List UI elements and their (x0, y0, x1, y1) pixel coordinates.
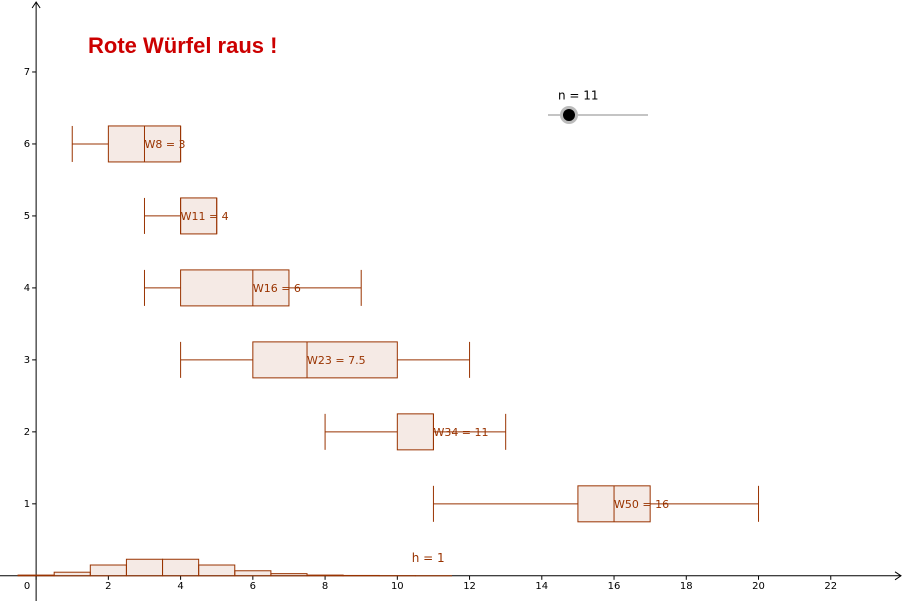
slider[interactable]: n = 11 (548, 89, 648, 125)
box (396, 413, 434, 451)
box-label: W34 = 11 (433, 426, 488, 439)
histogram-bar (234, 570, 272, 577)
y-tick-label: 6 (24, 139, 30, 150)
histogram-bar (306, 574, 344, 577)
box (180, 197, 218, 235)
y-tick-label: 3 (24, 355, 30, 366)
slider-knob[interactable] (563, 109, 575, 121)
y-tick-label: 2 (24, 427, 30, 438)
histogram-bar (125, 558, 164, 577)
y-tick-label: 5 (24, 211, 30, 222)
x-tick-label: 22 (824, 581, 837, 592)
x-tick-label: 18 (680, 581, 693, 592)
box-label: W8 = 3 (144, 138, 185, 151)
histogram-bar (198, 564, 236, 577)
y-tick-label: 1 (24, 499, 30, 510)
histogram-bar (89, 564, 127, 577)
box (180, 269, 290, 307)
histogram-bar (53, 571, 91, 577)
y-tick-label: 7 (24, 67, 30, 78)
histogram-bar (17, 574, 55, 577)
box-label: W16 = 6 (253, 282, 301, 295)
x-tick-label: 4 (177, 581, 183, 592)
annotation: h = 1 (412, 551, 445, 565)
x-tick-label: 8 (322, 581, 328, 592)
x-tick-label: 2 (105, 581, 111, 592)
x-tick-label: 0 (24, 581, 30, 592)
histogram-bar (162, 558, 200, 577)
x-tick-label: 10 (391, 581, 404, 592)
x-tick-label: 20 (752, 581, 765, 592)
x-tick-label: 14 (535, 581, 548, 592)
box (252, 341, 398, 379)
x-tick-label: 6 (250, 581, 256, 592)
y-tick-label: 4 (24, 283, 30, 294)
x-tick-label: 12 (463, 581, 476, 592)
slider-label: n = 11 (558, 89, 599, 103)
box-label: W11 = 4 (181, 210, 229, 223)
y-arrow (31, 1, 41, 9)
x-tick-label: 16 (608, 581, 621, 592)
box-label: W50 = 16 (614, 498, 669, 511)
chart-title: Rote Würfel raus ! (88, 33, 277, 58)
histogram-bar (270, 573, 308, 577)
x-arrow (894, 571, 902, 581)
box-label: W23 = 7.5 (307, 354, 366, 367)
